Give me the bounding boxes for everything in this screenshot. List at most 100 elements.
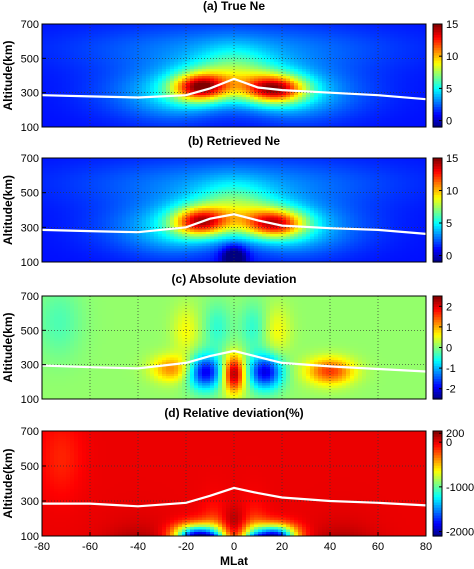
heatmap-cell [42,226,47,230]
heatmap-cell [250,94,255,98]
heatmap-cell [66,226,71,230]
heatmap-cell [342,59,347,63]
heatmap-cell [214,98,219,102]
heatmap-cell [282,52,287,56]
heatmap-cell [302,103,307,107]
heatmap-cell [234,47,239,51]
heatmap-cell [118,82,123,86]
heatmap-cell [422,56,427,60]
heatmap-cell [86,193,91,197]
heatmap-cell [186,87,191,91]
heatmap-cell [218,52,223,56]
heatmap-cell [254,45,259,49]
heatmap-cell [70,210,75,213]
heatmap-cell [334,54,339,58]
heatmap-cell [270,80,275,84]
heatmap-cell [270,84,275,88]
heatmap-cell [106,122,111,126]
heatmap-cell [270,117,275,121]
heatmap-cell [98,33,103,37]
heatmap-cell [374,54,379,58]
heatmap-cell [230,24,235,27]
heatmap-cell [418,42,423,46]
heatmap-cell [194,117,199,121]
heatmap-cell [346,98,351,102]
heatmap-cell [50,49,55,53]
heatmap-cell [166,115,171,119]
heatmap-cell [50,87,55,91]
heatmap-cell [394,70,399,74]
heatmap-cell [322,124,327,128]
heatmap-cell [354,40,359,44]
heatmap-cell [98,98,103,102]
heatmap-cell [62,165,67,169]
heatmap-cell [194,108,199,112]
heatmap-cell [202,101,207,105]
heatmap-cell [70,214,75,218]
heatmap-cell [318,101,323,105]
heatmap-cell [370,77,375,81]
heatmap-cell [358,66,363,70]
heatmap-cell [350,49,355,53]
heatmap-cell [46,259,51,263]
heatmap-cell [134,75,139,79]
heatmap-cell [382,61,387,65]
heatmap-cell [154,31,159,34]
heatmap-cell [394,108,399,112]
heatmap-cell [74,49,79,53]
heatmap-cell [390,40,395,44]
heatmap-cell [366,28,371,32]
heatmap-cell [110,105,115,109]
heatmap-cell [86,54,91,58]
heatmap-cell [378,42,383,46]
heatmap-cell [414,77,419,81]
heatmap-cell [170,108,175,112]
heatmap-cell [174,49,179,53]
heatmap-cell [370,108,375,112]
heatmap-cell [186,103,191,107]
heatmap-cell [414,28,419,32]
heatmap-cell [158,89,163,93]
heatmap-cell [110,119,115,123]
heatmap-cell [338,24,343,27]
heatmap-cell [126,112,131,116]
heatmap-cell [214,45,219,49]
heatmap-cell [74,252,79,256]
heatmap-cell [86,167,91,171]
heatmap-cell [110,40,115,44]
heatmap-cell [46,33,51,37]
heatmap-cell [46,174,51,178]
heatmap-cell [134,103,139,107]
heatmap-cell [66,236,71,239]
heatmap-cell [350,77,355,81]
heatmap-cell [98,165,103,169]
heatmap-cell [150,45,155,49]
heatmap-cell [366,117,371,121]
heatmap-cell [70,233,75,237]
heatmap-cell [62,28,67,32]
heatmap-cell [398,117,403,121]
heatmap-cell [350,31,355,34]
heatmap-cell [42,119,47,123]
heatmap-cell [114,87,119,91]
heatmap-cell [350,61,355,65]
heatmap-cell [398,82,403,86]
heatmap-cell [98,167,103,171]
heatmap-cell [70,212,75,216]
heatmap-cell [246,63,251,67]
heatmap-cell [318,52,323,56]
heatmap-cell [130,91,135,95]
heatmap-cell [278,35,283,39]
heatmap-cell [186,59,191,63]
heatmap-cell [306,105,311,109]
heatmap-cell [274,122,279,126]
heatmap-cell [298,115,303,119]
heatmap-cell [326,28,331,32]
heatmap-cell [218,42,223,46]
heatmap-cell [158,28,163,32]
heatmap-cell [50,250,55,254]
heatmap-cell [354,26,359,30]
heatmap-cell [266,33,271,37]
heatmap-cell [334,75,339,79]
heatmap-cell [202,63,207,67]
